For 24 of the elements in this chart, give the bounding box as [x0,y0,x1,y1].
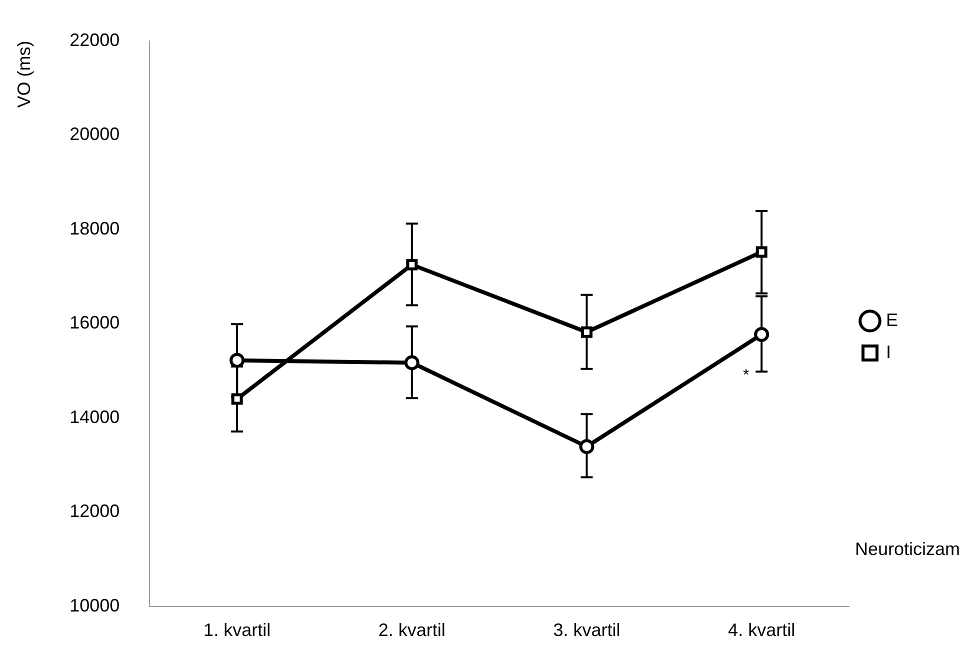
x-tick-label: 3. kvartil [553,620,620,640]
y-tick-label: 10000 [70,595,120,616]
legend-label: I [886,342,892,362]
legend-label: E [886,310,898,330]
x-tick-label: 2. kvartil [378,620,446,640]
y-axis-title: VO (ms) [14,40,34,108]
y-tick-label: 22000 [70,30,120,50]
point [581,326,592,338]
y-tick-label: 14000 [70,406,120,427]
point [756,246,768,258]
point [231,393,243,405]
point [579,439,594,454]
point [230,352,245,368]
point [404,355,420,370]
annotation: * [743,366,750,384]
point [754,326,770,342]
point [406,258,418,270]
y-tick-label: 16000 [70,312,120,333]
x-axis-title: Neuroticizam [854,538,960,559]
y-tick-label: 18000 [70,218,120,238]
x-tick-label: 1. kvartil [204,620,271,640]
y-tick-label: 12000 [70,501,120,522]
x-tick-label: 4. kvartil [728,620,796,640]
y-tick-label: 20000 [70,124,120,144]
